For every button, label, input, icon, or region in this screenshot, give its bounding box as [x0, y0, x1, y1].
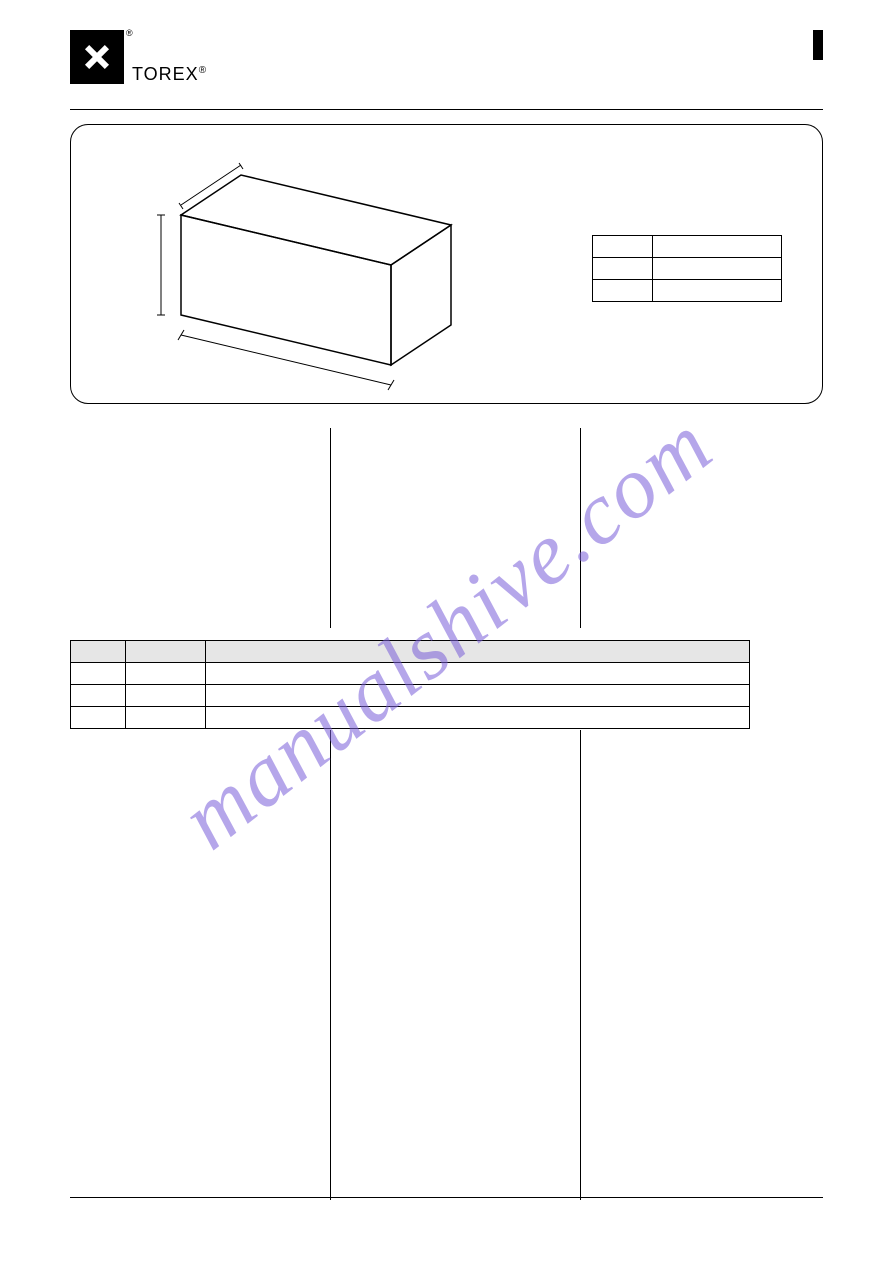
dim-label — [593, 236, 653, 258]
dim-row — [593, 258, 782, 280]
column-divider — [330, 428, 331, 628]
column-divider — [580, 730, 581, 1200]
rev-cell — [126, 663, 206, 685]
rev-cell — [126, 707, 206, 729]
isometric-box-diagram — [101, 135, 461, 395]
rev-header — [71, 641, 126, 663]
rev-header-row — [71, 641, 750, 663]
dim-row — [593, 236, 782, 258]
dim-value — [653, 236, 782, 258]
rev-header — [126, 641, 206, 663]
logo-icon — [70, 30, 124, 84]
dim-value — [653, 280, 782, 302]
page-header: ® TOREX® — [70, 30, 823, 110]
dim-label — [593, 258, 653, 280]
dim-value — [653, 258, 782, 280]
rev-cell — [206, 663, 750, 685]
dimension-panel — [70, 124, 823, 404]
rev-cell — [71, 685, 126, 707]
rev-row — [71, 663, 750, 685]
brand-reg: ® — [199, 65, 207, 76]
rev-row — [71, 685, 750, 707]
column-divider — [580, 428, 581, 628]
revision-table — [70, 640, 750, 729]
dim-label — [593, 280, 653, 302]
footer-divider — [70, 1197, 823, 1198]
page: ® TOREX® — [70, 30, 823, 1220]
rev-cell — [206, 685, 750, 707]
rev-cell — [71, 663, 126, 685]
brand-name: TOREX® — [132, 64, 207, 85]
rev-header — [206, 641, 750, 663]
dim-row — [593, 280, 782, 302]
brand-logo — [70, 30, 124, 84]
rev-row — [71, 707, 750, 729]
reg-mark-top: ® — [126, 28, 133, 38]
page-marker — [813, 30, 823, 60]
dimension-table — [592, 235, 782, 302]
brand-text: TOREX — [132, 64, 199, 84]
rev-cell — [206, 707, 750, 729]
rev-cell — [126, 685, 206, 707]
column-divider — [330, 730, 331, 1200]
rev-cell — [71, 707, 126, 729]
